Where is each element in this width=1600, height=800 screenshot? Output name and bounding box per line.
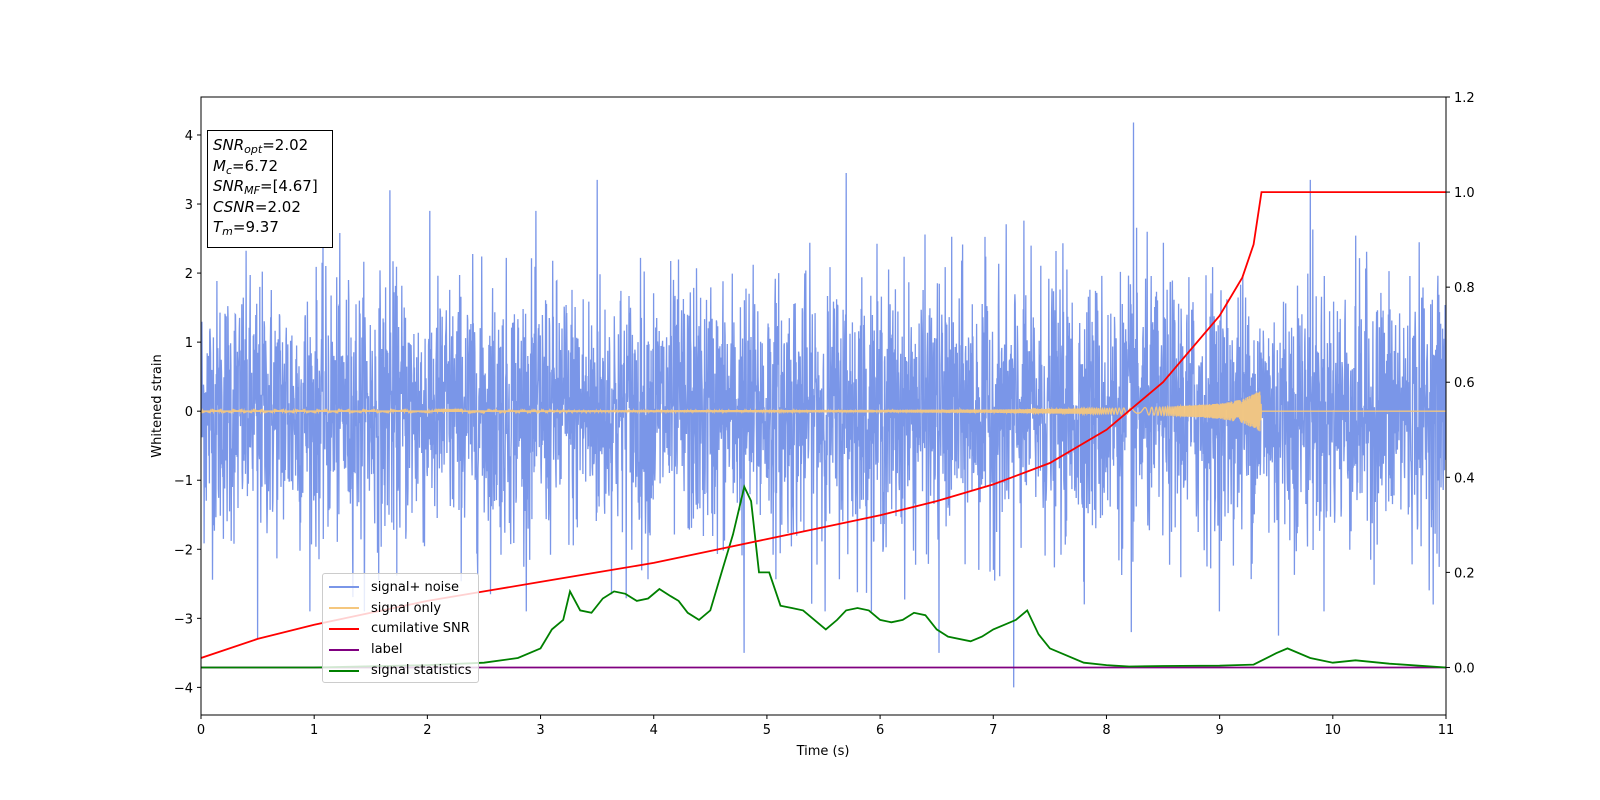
stat-mc: Mc=6.72	[213, 156, 278, 177]
stat-snr-opt: SNRopt=2.02	[213, 136, 309, 156]
x-tick-label: 11	[1438, 723, 1455, 738]
y-tick-label: −3	[174, 612, 193, 627]
legend-item-cumulative-snr: cumilative SNR	[329, 619, 472, 640]
legend-label: signal+ noise	[371, 579, 460, 595]
stats-annotation-box: SNRopt=2.02 Mc=6.72 SNRMF=[4.67] CSNR=2.…	[207, 130, 333, 248]
x-tick-label: 5	[763, 723, 771, 738]
legend-swatch	[329, 669, 359, 672]
y-tick-label: 1	[185, 336, 193, 351]
x-tick-label: 4	[650, 723, 658, 738]
y-tick-label: 4	[185, 129, 193, 144]
signal-only-line	[201, 391, 1446, 432]
legend-label: signal statistics	[371, 663, 472, 679]
x-axis-label: Time (s)	[796, 744, 850, 759]
y2-tick-label: 1.0	[1454, 186, 1475, 201]
stat-snr-mf: SNRMF=[4.67]	[213, 177, 318, 197]
plot-frame	[200, 96, 1447, 716]
y-tick-label: 0	[185, 405, 193, 420]
y2-tick-label: 1.2	[1454, 91, 1475, 106]
y2-tick-label: 0.6	[1454, 376, 1475, 391]
x-tick-label: 2	[423, 723, 431, 738]
legend-swatch	[329, 648, 359, 651]
x-axis: 0 1 2 3 4 5 6 7 8 9 10 11	[197, 715, 1454, 738]
y-tick-label: −1	[174, 474, 193, 489]
x-tick-label: 10	[1325, 723, 1342, 738]
x-tick-label: 8	[1102, 723, 1110, 738]
legend-item-signal-statistics: signal statistics	[329, 660, 472, 681]
y-tick-label: 3	[185, 198, 193, 213]
y-axis-label: Whitened strain	[150, 354, 165, 457]
stat-csnr: CSNR=2.02	[213, 197, 301, 216]
stat-tm: Tm=9.37	[213, 218, 279, 238]
chart-legend: signal+ noise signal only cumilative SNR…	[322, 573, 479, 683]
legend-item-label: label	[329, 639, 472, 660]
x-tick-label: 9	[1215, 723, 1223, 738]
x-tick-label: 3	[536, 723, 544, 738]
legend-swatch	[329, 627, 359, 630]
legend-item-signal-only: signal only	[329, 598, 472, 619]
y2-tick-label: 0.2	[1454, 566, 1475, 581]
legend-item-signal-noise: signal+ noise	[329, 577, 472, 598]
y2-tick-label: 0.0	[1454, 661, 1475, 676]
x-tick-label: 7	[989, 723, 997, 738]
y-tick-label: 2	[185, 267, 193, 282]
x-tick-label: 1	[310, 723, 318, 738]
legend-swatch	[329, 586, 359, 589]
y2-tick-label: 0.8	[1454, 281, 1475, 296]
signal-only-series	[201, 391, 1446, 432]
y-axis-left: −4 −3 −2 −1 0 1 2 3 4	[174, 129, 201, 696]
x-tick-label: 0	[197, 723, 205, 738]
legend-label: cumilative SNR	[371, 621, 470, 637]
y2-tick-label: 0.4	[1454, 471, 1475, 486]
legend-label: signal only	[371, 600, 442, 616]
x-tick-label: 6	[876, 723, 884, 738]
y-axis-right: 0.0 0.2 0.4 0.6 0.8 1.0 1.2	[1446, 91, 1475, 676]
y-tick-label: −4	[174, 681, 193, 696]
legend-swatch	[329, 607, 359, 610]
y-tick-label: −2	[174, 543, 193, 558]
signal-statistics-line	[201, 484, 1446, 669]
legend-label: label	[371, 642, 403, 658]
